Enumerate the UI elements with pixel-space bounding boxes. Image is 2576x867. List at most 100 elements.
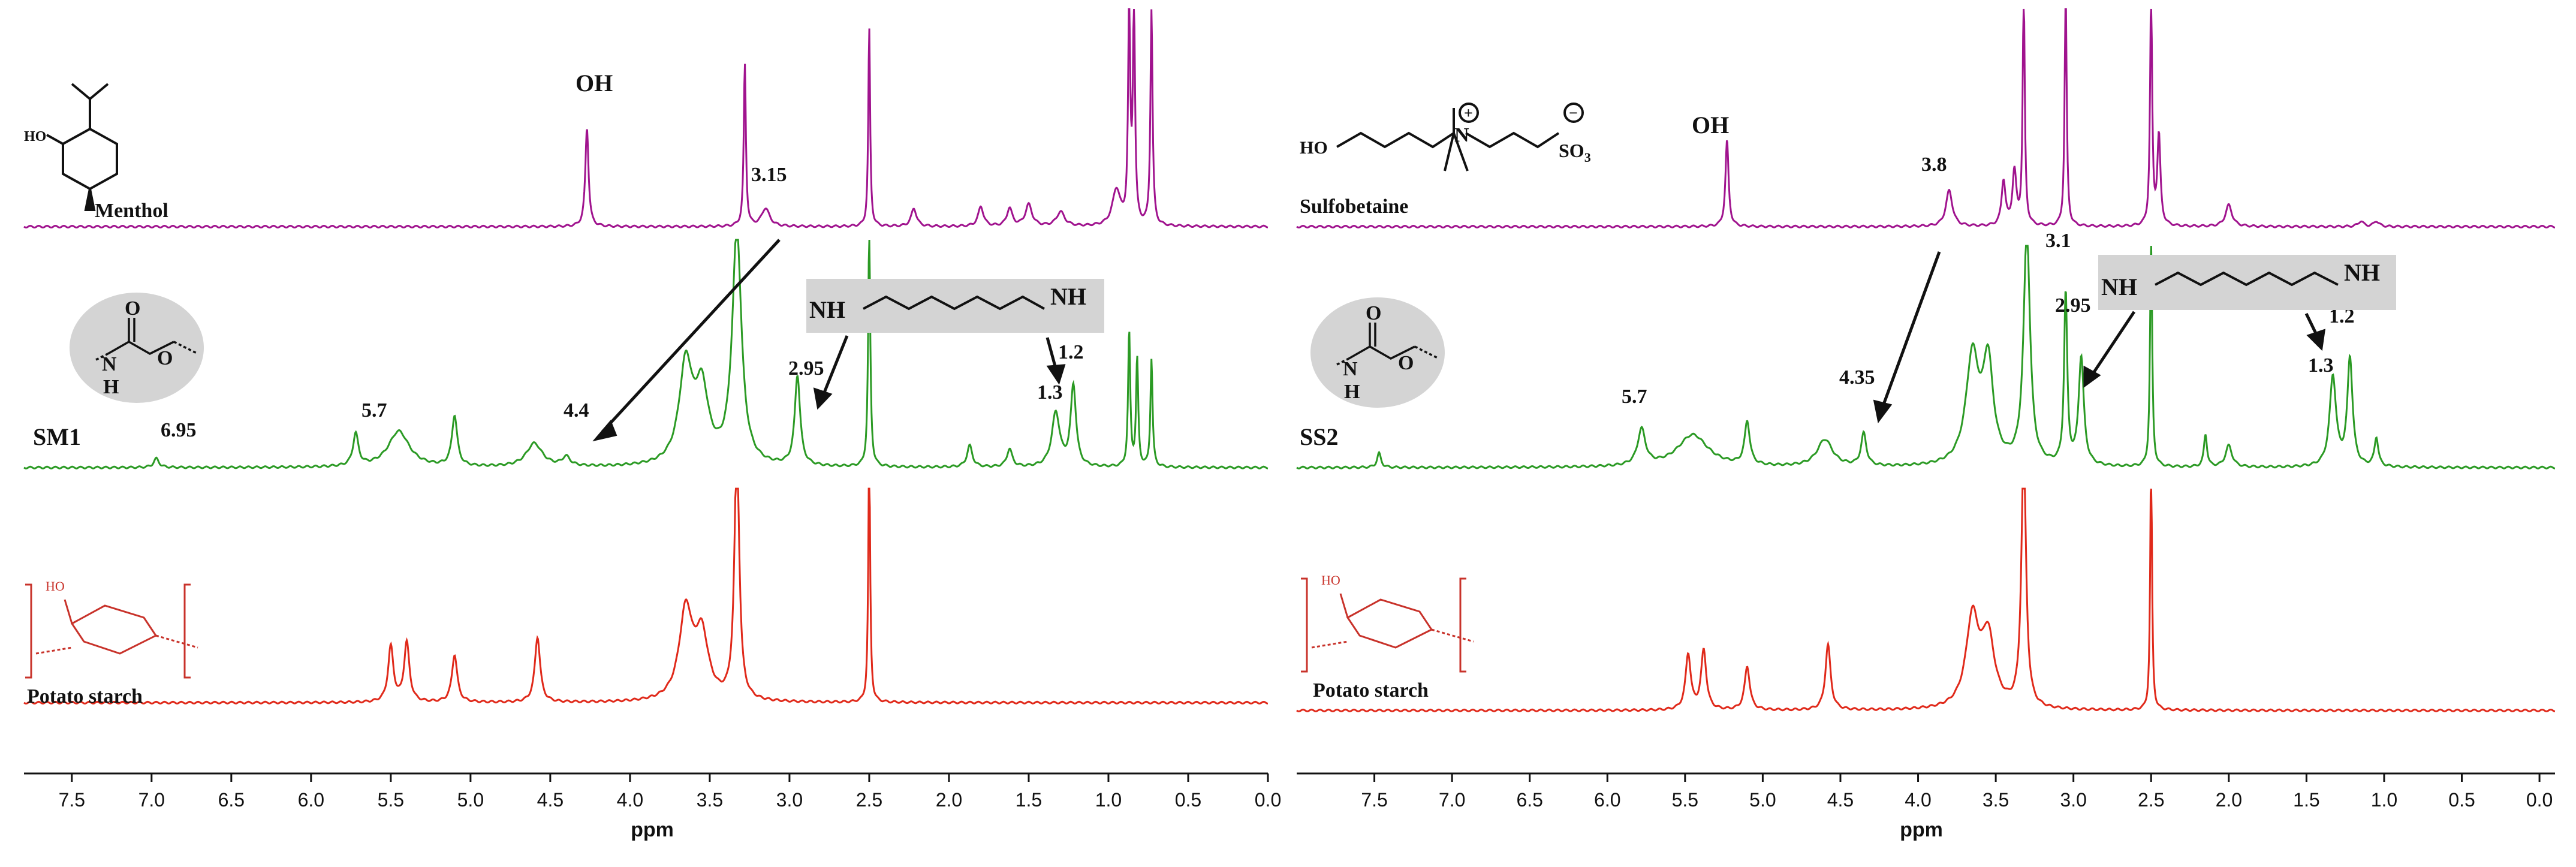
menthol-structure bbox=[46, 83, 118, 211]
tick-label: 0.0 bbox=[2526, 789, 2553, 811]
sulfobetaine-label: Sulfobetaine bbox=[1300, 195, 1408, 218]
tick-label: 0.5 bbox=[1175, 789, 1201, 811]
peak-label-5.7: 5.7 bbox=[361, 399, 387, 422]
annotation-arrows-right bbox=[1873, 251, 2326, 423]
carbamate-o-right: O bbox=[1366, 302, 1381, 324]
peak-label-2.95-right: 2.95 bbox=[2055, 294, 2091, 317]
tick-label: 5.5 bbox=[1672, 789, 1698, 811]
annotation-arrows-left bbox=[592, 239, 1066, 442]
glucose-ho-left: HO bbox=[46, 579, 65, 594]
sulfobetaine-n: N bbox=[1454, 124, 1469, 146]
oh-label-left: OH bbox=[576, 70, 613, 97]
sample-label-ss2: SS2 bbox=[1300, 423, 1339, 450]
carbamate-structure-right bbox=[1336, 323, 1439, 366]
tick-label: 3.0 bbox=[2060, 789, 2086, 811]
peak-label-3.15: 3.15 bbox=[751, 164, 787, 186]
nh-label-left-b: NH bbox=[1050, 283, 1086, 310]
tick-label: 2.0 bbox=[936, 789, 962, 811]
x-axis-label-left: ppm bbox=[631, 818, 674, 841]
diamine-box-right bbox=[2098, 255, 2396, 310]
sulfobetaine-structure bbox=[1336, 103, 1584, 171]
spectrum-bottom-left bbox=[23, 487, 1269, 705]
tick-label: 4.0 bbox=[1905, 789, 1931, 811]
peak-label-3.8: 3.8 bbox=[1921, 153, 1947, 176]
sample-label-sm1: SM1 bbox=[33, 423, 81, 450]
panel-left: 7.5 7.0 6.5 6.0 5.5 5.0 4.5 4.0 3.5 3.0 2.5 2.0 1.5 1… bbox=[23, 8, 1281, 841]
potato-starch-label-left: Potato starch bbox=[27, 685, 143, 708]
carbamate-structure-left bbox=[95, 318, 198, 361]
spectrum-middle-left bbox=[23, 239, 1269, 469]
peak-label-4.4: 4.4 bbox=[564, 399, 589, 422]
carbamate-o-left: O bbox=[125, 297, 140, 320]
peak-label-1.3: 1.3 bbox=[1037, 381, 1063, 404]
tick-label: 4.0 bbox=[617, 789, 643, 811]
x-axis-label-right: ppm bbox=[1900, 818, 1943, 841]
carbamate-h-left: H bbox=[103, 376, 119, 398]
menthol-label: Menthol bbox=[95, 200, 168, 222]
glucose-unit-left bbox=[25, 583, 198, 679]
glucose-ho-right: HO bbox=[1321, 573, 1340, 588]
peak-label-1.3-right: 1.3 bbox=[2308, 354, 2334, 377]
carbamate-n-left: N bbox=[102, 353, 117, 375]
nh-label-right-b: NH bbox=[2344, 259, 2380, 286]
peak-label-5.7-right: 5.7 bbox=[1622, 386, 1647, 408]
spectra-left bbox=[23, 8, 1269, 705]
spectrum-top-right bbox=[1296, 8, 2556, 229]
sulfobetaine-plus: + bbox=[1464, 104, 1473, 122]
carbamate-badge-left bbox=[70, 293, 204, 403]
tick-label: 4.5 bbox=[1827, 789, 1854, 811]
ticks-right: 7.5 7.0 6.5 6.0 5.5 5.0 4.5 4.0 3.5 3.0 2.5 2.0 1.5 1… bbox=[1361, 773, 2553, 811]
tick-label: 1.0 bbox=[2371, 789, 2397, 811]
tick-label: 0.0 bbox=[1255, 789, 1281, 811]
peak-label-1.2: 1.2 bbox=[1058, 341, 1084, 363]
tick-label: 3.0 bbox=[776, 789, 803, 811]
tick-label: 5.0 bbox=[1749, 789, 1776, 811]
tick-label: 6.5 bbox=[1516, 789, 1542, 811]
carbamate-o2-right: O bbox=[1398, 352, 1414, 374]
peak-label-6.95: 6.95 bbox=[161, 419, 197, 441]
tick-label: 3.5 bbox=[697, 789, 723, 811]
tick-label: 5.5 bbox=[378, 789, 404, 811]
tick-label: 5.0 bbox=[457, 789, 484, 811]
sulfobetaine-so3-sub: 3 bbox=[1584, 150, 1591, 165]
peak-label-3.1: 3.1 bbox=[2045, 230, 2071, 252]
tick-label: 6.0 bbox=[1594, 789, 1620, 811]
nh-label-right-a: NH bbox=[2101, 273, 2137, 300]
tick-label: 2.0 bbox=[2216, 789, 2242, 811]
spectrum-middle-right bbox=[1296, 245, 2556, 469]
ticks-left: 7.5 7.0 6.5 6.0 5.5 5.0 4.5 4.0 3.5 3.0 2.5 2.0 1.5 1… bbox=[59, 773, 1281, 811]
diamine-chain-right bbox=[2155, 271, 2339, 287]
tick-label: 2.5 bbox=[2138, 789, 2164, 811]
carbamate-o2-left: O bbox=[157, 347, 173, 369]
tick-label: 6.0 bbox=[298, 789, 324, 811]
tick-label: 7.0 bbox=[1439, 789, 1465, 811]
tick-label: 2.5 bbox=[856, 789, 882, 811]
tick-label: 0.5 bbox=[2448, 789, 2475, 811]
oh-label-right: OH bbox=[1692, 112, 1729, 139]
tick-label: 7.0 bbox=[138, 789, 165, 811]
spectrum-bottom-right bbox=[1296, 487, 2556, 712]
tick-label: 1.5 bbox=[2293, 789, 2319, 811]
carbamate-n-right: N bbox=[1343, 358, 1358, 380]
carbamate-badge-right bbox=[1310, 297, 1445, 408]
sulfobetaine-minus: − bbox=[1569, 104, 1578, 122]
spectrum-top-left bbox=[23, 8, 1269, 229]
panel-right: 7.5 7.0 6.5 6.0 5.5 5.0 4.5 4.0 3.5 3.0 2.5 2.0 1.5 1… bbox=[1296, 8, 2556, 841]
menthol-ho-label: HO bbox=[24, 129, 46, 144]
tick-label: 1.0 bbox=[1095, 789, 1122, 811]
peak-label-2.95: 2.95 bbox=[788, 357, 824, 380]
tick-label: 1.5 bbox=[1016, 789, 1042, 811]
nh-label-left-a: NH bbox=[809, 296, 845, 323]
sulfobetaine-so3: SO3 bbox=[1559, 140, 1591, 165]
diamine-chain-left bbox=[863, 295, 1045, 311]
tick-label: 3.5 bbox=[1983, 789, 2009, 811]
tick-label: 7.5 bbox=[59, 789, 85, 811]
tick-label: 7.5 bbox=[1361, 789, 1387, 811]
sulfobetaine-ho: HO bbox=[1300, 138, 1328, 158]
peak-label-4.35: 4.35 bbox=[1839, 366, 1875, 389]
spectra-right bbox=[1296, 8, 2556, 712]
diamine-box-left bbox=[806, 279, 1104, 333]
tick-label: 6.5 bbox=[218, 789, 245, 811]
carbamate-h-right: H bbox=[1344, 381, 1360, 403]
